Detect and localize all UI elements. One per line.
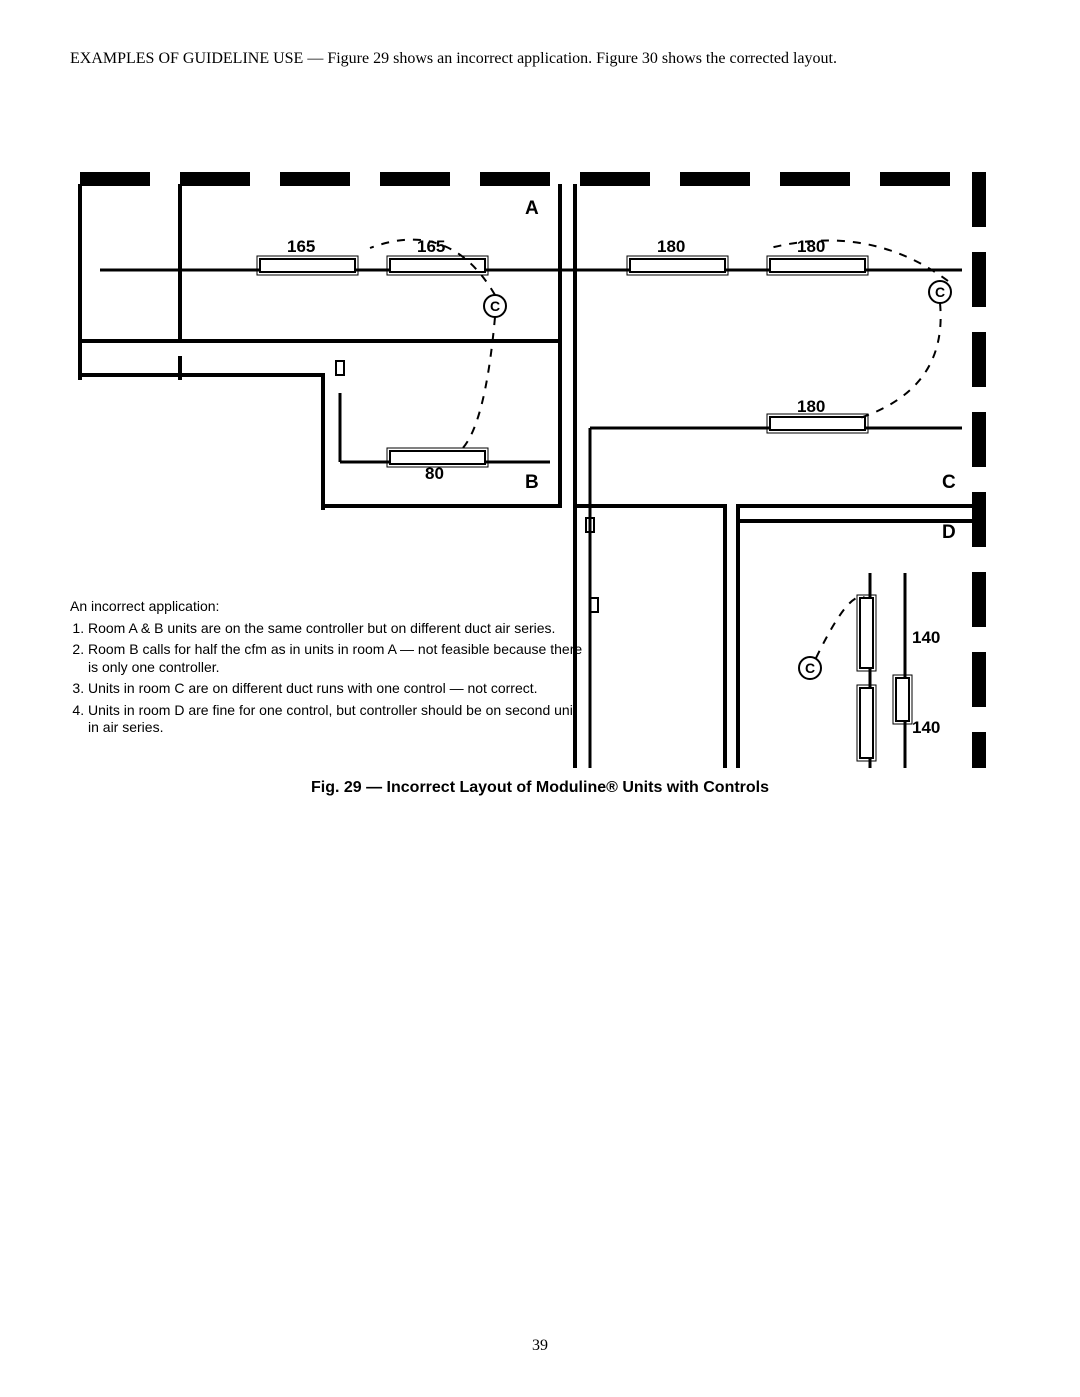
svg-text:180: 180: [657, 237, 685, 256]
notes-item: Units in room D are fine for one control…: [88, 702, 590, 737]
notes-list: Room A & B units are on the same control…: [88, 620, 590, 737]
svg-text:D: D: [942, 522, 956, 543]
notes-item: Room A & B units are on the same control…: [88, 620, 590, 638]
svg-text:140: 140: [912, 718, 940, 737]
figure-caption: Fig. 29 — Incorrect Layout of Moduline® …: [70, 779, 1010, 797]
notes-item: Room B calls for half the cfm as in unit…: [88, 641, 590, 676]
notes-block: An incorrect application: Room A & B uni…: [70, 598, 590, 741]
svg-text:165: 165: [417, 237, 445, 256]
svg-text:C: C: [942, 472, 956, 493]
svg-text:A: A: [525, 198, 539, 219]
page-number: 39: [70, 1337, 1010, 1355]
notes-title: An incorrect application:: [70, 598, 590, 616]
figure-29: 16516518018080180140140CCCABCD An incorr…: [70, 168, 1010, 773]
svg-text:C: C: [490, 298, 500, 314]
svg-text:140: 140: [912, 628, 940, 647]
intro-text: EXAMPLES OF GUIDELINE USE — Figure 29 sh…: [70, 50, 1010, 68]
notes-item: Units in room C are on different duct ru…: [88, 680, 590, 698]
svg-text:180: 180: [797, 397, 825, 416]
svg-text:C: C: [805, 660, 815, 676]
svg-text:C: C: [935, 284, 945, 300]
svg-text:B: B: [525, 472, 539, 493]
svg-text:80: 80: [425, 464, 444, 483]
svg-text:165: 165: [287, 237, 315, 256]
